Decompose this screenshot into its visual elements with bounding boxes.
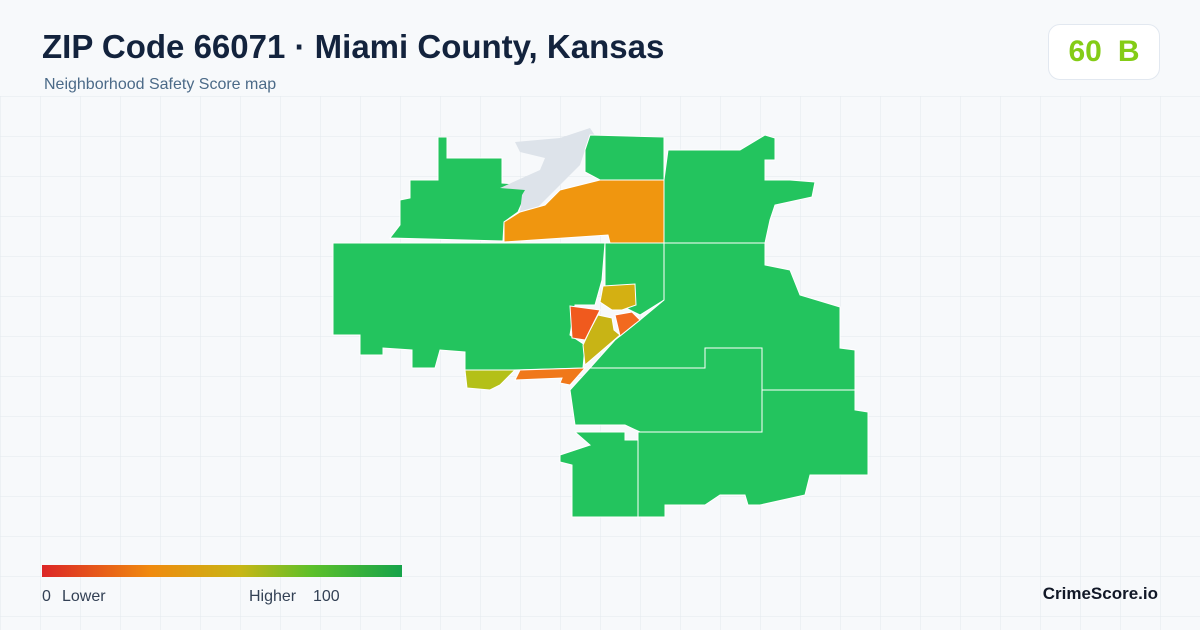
legend-min-label: Lower (62, 588, 106, 605)
grade: B (1117, 35, 1140, 68)
legend-min: 0 (42, 588, 51, 605)
legend-max-label: Higher (249, 588, 297, 605)
score-badge: 60 B (1048, 24, 1160, 80)
region (614, 311, 641, 337)
region (584, 134, 665, 181)
subtitle: Neighborhood Safety Score map (44, 76, 277, 93)
region (464, 369, 517, 391)
legend-max: 100 (313, 588, 340, 605)
lake (500, 128, 598, 212)
region (599, 283, 637, 311)
region (514, 367, 587, 386)
zip-regions (332, 128, 869, 518)
score: 60 (1068, 35, 1102, 68)
region (569, 305, 601, 341)
region (559, 431, 639, 518)
brand: CrimeScore.io (1042, 584, 1158, 603)
region (332, 242, 606, 371)
legend-gradient (42, 565, 402, 577)
title: ZIP Code 66071 · Miami County, Kansas (42, 28, 665, 65)
